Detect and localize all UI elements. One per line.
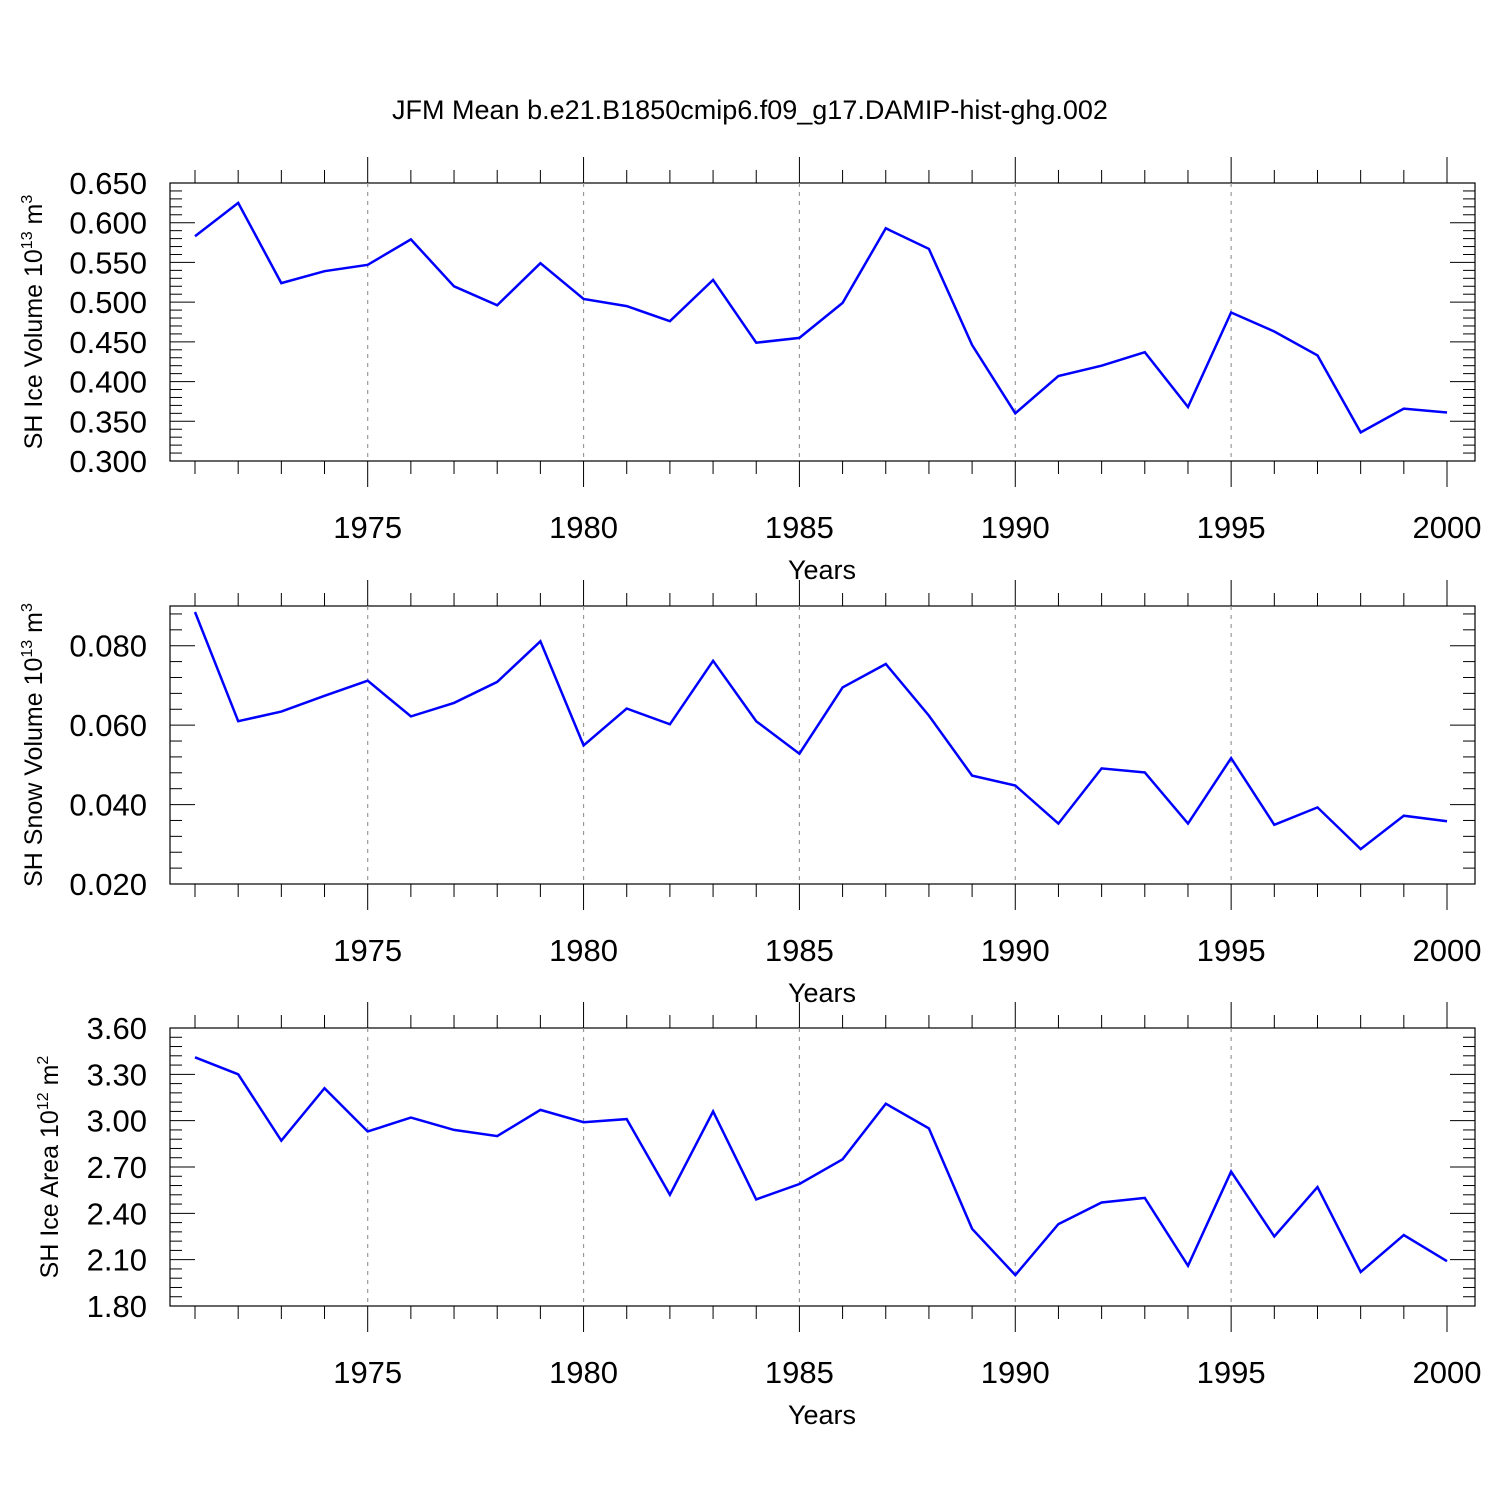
x-tick-label: 1975 — [333, 510, 402, 545]
x-tick-label: 1980 — [549, 510, 618, 545]
y-tick-label: 0.550 — [69, 245, 147, 280]
x-tick-label: 1990 — [981, 933, 1050, 968]
y-tick-label: 0.060 — [69, 708, 147, 743]
figure-title: JFM Mean b.e21.B1850cmip6.f09_g17.DAMIP-… — [392, 95, 1108, 125]
x-tick-label: 1995 — [1197, 510, 1266, 545]
y-tick-label: 0.600 — [69, 206, 147, 241]
y-tick-label: 1.80 — [87, 1289, 147, 1324]
x-tick-label: 1990 — [981, 1355, 1050, 1390]
y-tick-label: 0.450 — [69, 325, 147, 360]
y-tick-label: 0.300 — [69, 444, 147, 479]
plot-frame — [169, 605, 1476, 885]
plot-frame — [169, 182, 1476, 462]
x-axis-label: Years — [788, 555, 856, 585]
y-tick-label: 2.10 — [87, 1243, 147, 1278]
x-tick-label: 2000 — [1413, 1355, 1482, 1390]
panel-snow-volume: 1975 1980 1985 1990 1995 2000 Years 0.020 0.040 0… — [19, 580, 1481, 1008]
y-tick-label: 0.650 — [69, 166, 147, 201]
y-tick-label: 2.70 — [87, 1150, 147, 1185]
y-axis-label: SH Ice Volume 1013 m3 — [19, 195, 48, 450]
y-tick-label: 0.020 — [69, 867, 147, 902]
x-tick-label: 1990 — [981, 510, 1050, 545]
x-tick-label: 1985 — [765, 1355, 834, 1390]
y-axis-label: SH Snow Volume 1013 m3 — [19, 603, 48, 887]
x-tick-label: 1985 — [765, 933, 834, 968]
panel-ice-area: 1975 1980 1985 1990 1995 2000 Years 1.80 2.10 2.4… — [35, 1002, 1481, 1430]
series-line — [193, 611, 1448, 851]
y-tick-label: 0.400 — [69, 365, 147, 400]
x-axis-label: Years — [788, 978, 856, 1008]
x-tick-label: 2000 — [1413, 510, 1482, 545]
series-line — [194, 1056, 1448, 1277]
x-axis-label: Years — [788, 1400, 856, 1430]
y-axis-label: SH Ice Area 1012 m2 — [35, 1056, 64, 1279]
x-tick-label: 1980 — [549, 1355, 618, 1390]
y-tick-label: 3.30 — [87, 1057, 147, 1092]
x-tick-label: 1985 — [765, 510, 834, 545]
x-tick-label: 1975 — [333, 933, 402, 968]
x-tick-label: 1995 — [1197, 1355, 1266, 1390]
y-tick-label: 0.500 — [69, 285, 147, 320]
y-tick-label: 3.60 — [87, 1011, 147, 1046]
panel-ice-volume: 1975 1980 1985 1990 1995 2000 Years 0.300 0.350 0… — [19, 157, 1481, 585]
y-tick-label: 2.40 — [87, 1196, 147, 1231]
y-tick-label: 0.080 — [69, 629, 147, 664]
x-tick-label: 1995 — [1197, 933, 1266, 968]
x-tick-label: 2000 — [1413, 933, 1482, 968]
series-line — [194, 201, 1448, 435]
plot-frame — [169, 1027, 1476, 1307]
y-tick-label: 3.00 — [87, 1104, 147, 1139]
y-tick-label: 0.040 — [69, 788, 147, 823]
x-tick-label: 1975 — [333, 1355, 402, 1390]
x-tick-label: 1980 — [549, 933, 618, 968]
y-tick-label: 0.350 — [69, 404, 147, 439]
